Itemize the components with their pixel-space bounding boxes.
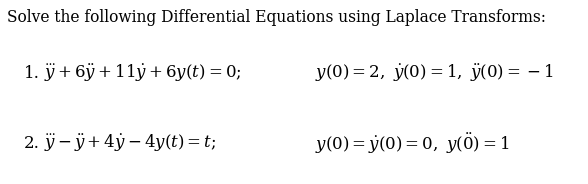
Text: $\dddot{y} - \ddot{y} + 4\dot{y} - 4y(t) = t;$: $\dddot{y} - \ddot{y} + 4\dot{y} - 4y(t)… xyxy=(44,133,216,154)
Text: $\dddot{y} + 6\ddot{y} + 11\dot{y} + 6y(t) = 0;$: $\dddot{y} + 6\ddot{y} + 11\dot{y} + 6y(… xyxy=(44,63,242,84)
Text: $y(0) = \dot{y}(0) = 0,\ y(\ddot{0}) = 1$: $y(0) = \dot{y}(0) = 0,\ y(\ddot{0}) = 1… xyxy=(315,132,509,155)
Text: Solve the following Differential Equations using Laplace Transforms:: Solve the following Differential Equatio… xyxy=(7,9,546,26)
Text: 2.: 2. xyxy=(24,135,39,152)
Text: $y(0) = 2,\ \dot{y}(0) = 1,\ \ddot{y}(0) = -1$: $y(0) = 2,\ \dot{y}(0) = 1,\ \ddot{y}(0)… xyxy=(315,63,554,84)
Text: 1.: 1. xyxy=(24,65,39,82)
